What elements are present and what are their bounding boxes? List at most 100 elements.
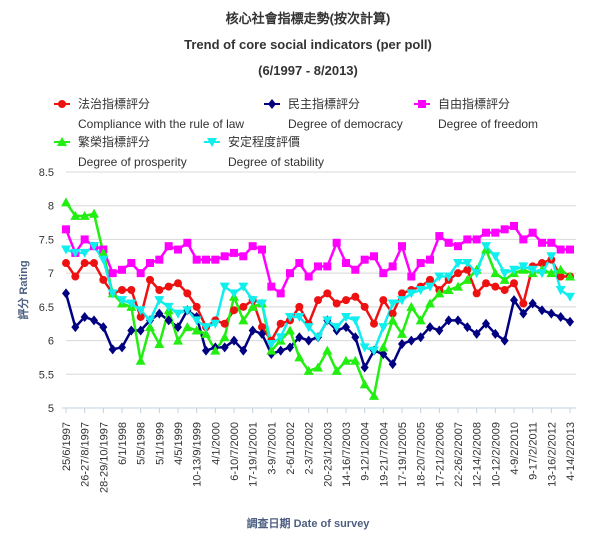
marker (99, 322, 108, 333)
marker (491, 328, 500, 339)
marker (463, 322, 472, 333)
marker (164, 315, 173, 326)
marker (127, 286, 136, 294)
marker (238, 315, 249, 325)
marker (369, 390, 379, 400)
marker (527, 265, 538, 275)
marker (407, 272, 416, 281)
marker (342, 259, 350, 268)
marker (136, 325, 145, 336)
marker (286, 342, 294, 353)
marker (518, 262, 529, 272)
marker (71, 272, 80, 281)
marker (323, 262, 332, 271)
legend-label: 法治指標評分 (78, 96, 150, 111)
y-tick-label: 5.5 (39, 369, 54, 381)
legend-label-en: Degree of prosperity (78, 155, 187, 169)
marker (425, 282, 435, 292)
marker (220, 252, 229, 261)
marker (155, 255, 164, 264)
x-tick-label: 5/5/1998 (136, 422, 148, 465)
marker (202, 345, 210, 356)
x-tick-label: 17-19/1/2005 (397, 422, 409, 487)
marker (398, 289, 406, 298)
marker (555, 264, 566, 274)
marker (370, 319, 378, 328)
marker (323, 289, 332, 298)
marker (285, 325, 295, 335)
x-tick-label: 18-20/7/2005 (416, 422, 428, 487)
marker (174, 322, 182, 333)
marker (378, 342, 389, 352)
marker (80, 311, 89, 322)
marker (407, 335, 416, 346)
marker (547, 308, 556, 319)
marker (90, 259, 98, 268)
marker (350, 316, 361, 326)
y-tick-label: 6.5 (39, 302, 54, 314)
x-tick-label: 4-9/2/2010 (509, 422, 521, 475)
marker (89, 208, 99, 218)
marker (146, 275, 154, 284)
marker (258, 328, 266, 339)
marker (145, 322, 155, 332)
marker (463, 235, 472, 244)
marker (378, 323, 389, 333)
legend-marker (418, 100, 426, 108)
marker (220, 319, 229, 328)
marker (379, 349, 388, 360)
marker (454, 269, 462, 278)
x-tick-label: 17-19/1/2001 (248, 422, 260, 487)
marker (98, 255, 109, 265)
marker (387, 299, 398, 309)
legend-label-en: Degree of stability (228, 155, 324, 169)
marker (491, 228, 500, 237)
x-tick-label: 6-10/7/2000 (229, 422, 241, 481)
marker (491, 282, 500, 291)
marker (219, 332, 230, 342)
marker (351, 332, 360, 343)
marker (70, 210, 81, 220)
marker (230, 248, 238, 257)
marker (360, 362, 369, 373)
marker (528, 298, 537, 309)
marker (509, 265, 519, 275)
marker (481, 242, 491, 252)
marker (239, 345, 248, 356)
marker (211, 255, 220, 264)
marker (406, 289, 417, 299)
marker (435, 232, 444, 241)
marker (415, 286, 426, 295)
marker (314, 296, 322, 305)
x-tick-label: 5/1/1999 (154, 422, 166, 465)
marker (304, 335, 313, 346)
x-tick-label: 26-27/8/1997 (80, 422, 92, 487)
marker (303, 365, 314, 375)
marker (276, 345, 285, 356)
marker (463, 265, 472, 274)
marker (210, 319, 221, 329)
marker (500, 225, 509, 234)
marker (79, 210, 90, 220)
chart-subtitle: Trend of core social indicators (per pol… (184, 37, 432, 52)
legend-label-en: Degree of democracy (288, 117, 403, 131)
marker (286, 269, 294, 278)
marker (62, 259, 70, 268)
marker (164, 242, 173, 251)
marker (294, 352, 305, 362)
marker (192, 255, 201, 264)
marker (434, 272, 445, 282)
marker (342, 322, 350, 333)
marker (538, 238, 546, 247)
x-tick-label: 3-9/7/2001 (266, 422, 278, 475)
marker (556, 245, 565, 254)
marker (342, 296, 350, 305)
marker (565, 271, 575, 281)
marker (239, 302, 248, 311)
marker (510, 279, 518, 288)
y-tick-label: 7 (48, 268, 54, 280)
marker (462, 259, 473, 269)
marker (135, 355, 146, 365)
marker (331, 365, 342, 375)
marker (295, 259, 304, 268)
